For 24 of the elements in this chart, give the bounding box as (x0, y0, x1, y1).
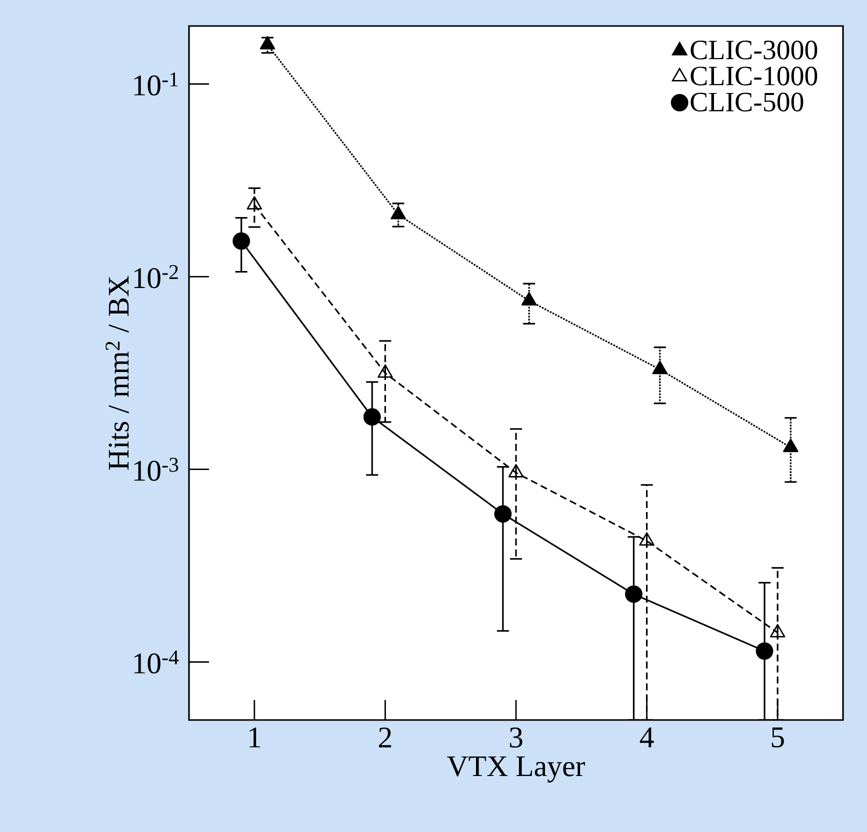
y-axis-title: Hits / mm$^{2}$ / BX (106, 276, 129, 470)
y-tick-label: 10$^{-1}$ (134, 72, 178, 96)
legend-label: CLIC-1000 (690, 66, 818, 86)
x-tick-label: 5 (772, 728, 784, 748)
point (521, 292, 537, 306)
point (783, 438, 798, 452)
point (390, 206, 406, 220)
y-tick-label: 10$^{-4}$ (134, 650, 179, 674)
x-tick-label: 1 (250, 728, 260, 748)
x-tick-label: 2 (379, 728, 392, 748)
y-tick-label: 10$^{-3}$ (134, 458, 178, 481)
point (260, 36, 276, 50)
point (378, 364, 393, 378)
x-axis-title: VTX Layer (447, 756, 586, 782)
legend-label: CLIC-500 (690, 92, 804, 112)
point (246, 196, 262, 210)
point (770, 624, 786, 638)
point (652, 360, 668, 374)
point (508, 464, 524, 478)
point (639, 532, 654, 546)
x-tick-label: 4 (640, 728, 654, 748)
legend-label: CLIC-3000 (690, 40, 818, 60)
y-tick-label: 10$^{-2}$ (134, 265, 178, 288)
x-tick-label: 3 (510, 728, 522, 748)
